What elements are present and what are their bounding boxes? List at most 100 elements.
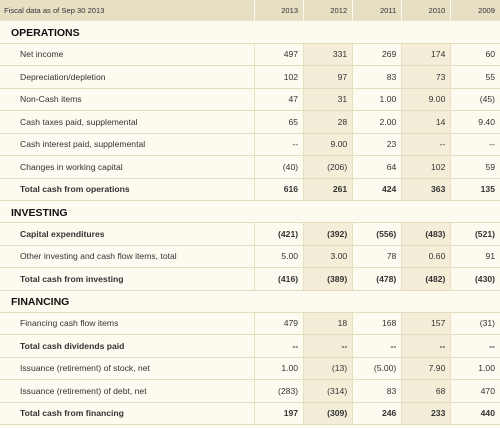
value-cell: -- [253,334,304,357]
value-cell: 246 [352,401,402,425]
value-cell: (40) [253,155,304,178]
table-row: Other investing and cash flow items, tot… [0,244,500,268]
value-cell: 102 [401,155,451,178]
value-cell: 59 [450,155,500,178]
value-cell: 9.00 [303,132,353,156]
table-row: Capital expenditures (421) (392) (556) (483)… [0,222,500,245]
value-cell: -- [401,132,451,156]
row-label: Depreciation/depletion [0,65,255,88]
table-row: Financing cash flow items 479 18 168 157 (31) [0,311,500,335]
value-cell: 55 [450,65,500,88]
value-cell: (521) [450,222,500,245]
section-title: FINANCING [11,296,70,308]
row-label: Total cash from operations [0,177,255,201]
table-row: Total cash from operations 616 261 424 363 13… [0,177,500,201]
value-cell: 78 [352,244,402,268]
value-cell: 60 [450,42,500,66]
value-cell: -- [450,334,500,357]
value-cell: 479 [253,311,304,335]
value-cell: 261 [303,177,353,201]
value-cell: 168 [352,311,402,335]
value-cell: (45) [450,87,500,111]
value-cell: 233 [401,401,451,425]
table-row: Depreciation/depletion 102 97 83 73 55 [0,65,500,88]
table-row: Issuance (retirement) of stock, net 1.00(… [0,356,500,380]
row-label: Net income [0,42,255,66]
value-cell: (556) [352,222,402,245]
table-row: Cash taxes paid, supplemental 65 28 2.00 14 9… [0,110,500,133]
header-row: Fiscal data as of Sep 30 2013 2013 2012 … [0,0,500,21]
value-cell: 470 [450,379,500,402]
section-header: FINANCING [0,290,500,312]
table-row: Total cash dividends paid -- -- -- -- -- [0,334,500,357]
value-cell: 497 [253,42,304,66]
value-cell: 9.00 [401,87,451,111]
value-cell: 1.00 [450,356,500,380]
table-row: Cash interest paid, supplemental -- 9.00 23… [0,132,500,156]
value-cell: (430) [450,267,500,291]
year-header: 2010 [401,0,451,21]
year-header: 2012 [303,0,353,21]
value-cell: (478) [352,267,402,291]
value-cell: (416) [253,267,304,291]
table-row: Non-Cash items 47 31 1.00 9.00 (45) [0,87,500,111]
table-row: Total cash from investing (416) (389) (478)… [0,267,500,291]
table-body: OPERATIONS Net income 497 331 269 174 60 Deprec… [0,21,500,425]
value-cell: (483) [401,222,451,245]
table-row: Changes in working capital (40) (206) 64 102… [0,155,500,178]
value-cell: (13) [303,356,353,380]
row-label: Non-Cash items [0,87,255,111]
value-cell: 616 [253,177,304,201]
value-cell: 18 [303,311,353,335]
year-header: 2009 [450,0,500,21]
value-cell: 1.00 [352,87,402,111]
value-cell: -- [352,334,402,357]
value-cell: 23 [352,132,402,156]
value-cell: (421) [253,222,304,245]
value-cell: 3.00 [303,244,353,268]
row-label: Issuance (retirement) of debt, net [0,379,255,402]
year-header: 2011 [352,0,402,21]
row-label: Total cash from financing [0,401,255,425]
section-title: INVESTING [11,206,68,219]
value-cell: 7.90 [401,356,451,380]
row-label: Total cash dividends paid [0,334,255,357]
value-cell: 2.00 [352,110,402,133]
row-label: Total cash from investing [0,267,255,291]
value-cell: 91 [450,244,500,268]
value-cell: 5.00 [253,244,304,268]
value-cell: 65 [253,110,304,133]
value-cell: 83 [352,379,402,402]
value-cell: (482) [401,267,451,291]
value-cell: (31) [450,311,500,335]
table-row: Net income 497 331 269 174 60 [0,42,500,66]
value-cell: -- [401,334,451,357]
value-cell: 440 [450,401,500,425]
section-header: OPERATIONS [0,21,500,43]
value-cell: -- [450,132,500,156]
value-cell: 363 [401,177,451,201]
section-header: INVESTING [0,201,500,223]
value-cell: (389) [303,267,353,291]
row-label: Changes in working capital [0,155,255,178]
value-cell: (314) [303,379,353,402]
value-cell: 83 [352,65,402,88]
value-cell: 9.40 [450,110,500,133]
value-cell: (392) [303,222,353,245]
value-cell: 331 [303,42,353,66]
value-cell: 102 [253,65,304,88]
value-cell: 197 [253,401,304,425]
value-cell: 269 [352,42,402,66]
value-cell: (283) [253,379,304,402]
row-label: Cash taxes paid, supplemental [0,110,255,133]
row-label: Other investing and cash flow items, tot… [0,244,255,268]
value-cell: (206) [303,155,353,178]
value-cell: 1.00 [253,356,304,380]
value-cell: 157 [401,311,451,335]
value-cell: 73 [401,65,451,88]
value-cell: 64 [352,155,402,178]
row-label: Cash interest paid, supplemental [0,132,255,156]
value-cell: (5.00) [352,356,402,380]
value-cell: 174 [401,42,451,66]
